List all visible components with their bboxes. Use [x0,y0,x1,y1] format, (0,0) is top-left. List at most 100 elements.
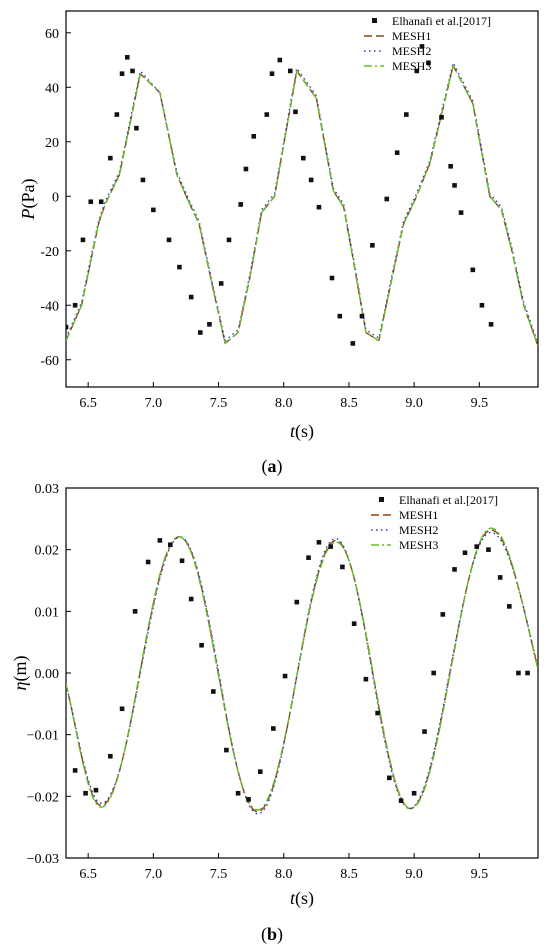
series-group-b [66,527,538,815]
experimental-data-point [130,68,135,74]
experimental-data-point [224,747,229,753]
legend-label: MESH3 [392,59,431,73]
x-tick-label: 7.5 [210,867,228,882]
experimental-data-point [419,44,425,49]
experimental-data-point [316,204,322,210]
experimental-data-point [235,790,241,796]
x-tick-label: 7.0 [145,867,163,882]
experimental-data-point [301,155,306,161]
experimental-data-point [363,676,369,682]
experimental-data-point [134,125,139,131]
experimental-data-point [98,199,104,205]
series-mesh1-line [66,64,538,347]
y-ticks-a: -60 -40 -20 0 20 40 60 [40,27,71,369]
experimental-data-point [114,112,120,117]
experimental-data-point [308,177,314,183]
experimental-data-point [422,729,427,734]
panel-label-b: (b) [261,924,283,945]
y-tick-label: -20 [40,245,59,260]
experimental-data-point [188,294,194,300]
experimental-data-point [168,542,173,548]
y-tick-label: 0.00 [35,667,60,682]
experimental-data-point [269,71,275,76]
experimental-data-point [119,71,125,76]
y-tick-label: −0.01 [27,729,59,744]
legend-marker-experimental [372,18,377,23]
x-tick-label: 8.5 [340,396,358,411]
x-tick-label: 6.5 [79,396,97,411]
plot-frame-b [65,487,539,859]
y-ticks-b: −0.03 −0.02 −0.01 0.00 0.01 0.02 0.03 [27,482,71,867]
experimental-data-point [387,775,392,781]
experimental-data-point [88,199,94,205]
x-tick-label: 8.0 [275,867,293,882]
x-tick-label: 8.5 [340,867,358,882]
x-axis-label-a-symbol: t [290,421,296,441]
experimental-data-point [108,753,113,759]
experimental-data-point [179,558,185,564]
series-mesh2-line [66,531,538,815]
experimental-data-point [507,604,512,609]
y-axis-label-b-unit: (m) [10,656,31,682]
experimental-data-point [140,177,146,183]
x-axis-label-b-symbol: t [290,888,296,908]
x-axis-label-b-unit: (s) [295,888,314,909]
experimental-data-point [516,670,521,676]
experimental-data-point [257,769,263,774]
experimental-data-point [271,726,276,731]
experimental-data-point [197,330,203,335]
experimental-data-point [525,670,530,676]
x-tick-label: 9.0 [405,867,423,882]
experimental-data-point [293,109,298,115]
x-axis-label-b: t(s) [290,888,314,909]
experimental-data-point [72,768,78,773]
x-tick-label: 7.0 [145,396,163,411]
experimental-data-point [80,237,86,243]
experimental-data-point [452,567,457,572]
y-tick-label: 60 [45,27,59,42]
x-axis-label-a-unit: (s) [295,421,314,442]
experimental-data-point [351,621,357,626]
experimental-data-point [157,538,163,543]
experimental-data-point [470,267,476,273]
experimental-data-point [431,670,436,676]
legend-label: MESH2 [392,44,431,58]
y-tick-label: 40 [45,81,59,96]
experimental-data-point [306,555,311,560]
experimental-data-point [132,609,138,614]
experimental-data-point [426,60,431,66]
series-mesh3-line [66,527,538,811]
markers-group-b [72,538,530,803]
x-tick-label: 8.0 [275,396,293,411]
x-axis-label-a: t(s) [290,421,314,442]
experimental-data-point [151,207,156,213]
experimental-data-point [66,324,69,330]
experimental-data-point [497,575,503,580]
experimental-data-point [439,114,444,120]
experimental-data-point [384,196,390,202]
legend-marker-experimental [379,497,384,502]
series-group-a [66,62,538,347]
legend-label: MESH2 [399,523,438,537]
experimental-data-point [166,237,172,243]
experimental-data-point [414,68,420,74]
panel-label-a: (a) [262,456,283,477]
x-tick-label: 9.5 [471,396,489,411]
experimental-data-point [488,322,494,327]
experimental-data-point [411,790,417,796]
experimental-data-point [474,544,480,549]
y-tick-label: −0.03 [27,852,59,867]
series-mesh1-line [66,529,538,813]
experimental-data-point [243,166,249,172]
x-tick-label: 9.5 [471,867,489,882]
y-tick-label: 0.01 [35,605,60,620]
experimental-data-point [404,112,409,117]
series-mesh2-line [66,62,538,344]
experimental-data-point [211,689,216,694]
experimental-data-point [238,202,244,207]
y-tick-label: -40 [40,299,59,314]
y-tick-label: -60 [40,354,59,369]
experimental-data-point [458,210,464,215]
